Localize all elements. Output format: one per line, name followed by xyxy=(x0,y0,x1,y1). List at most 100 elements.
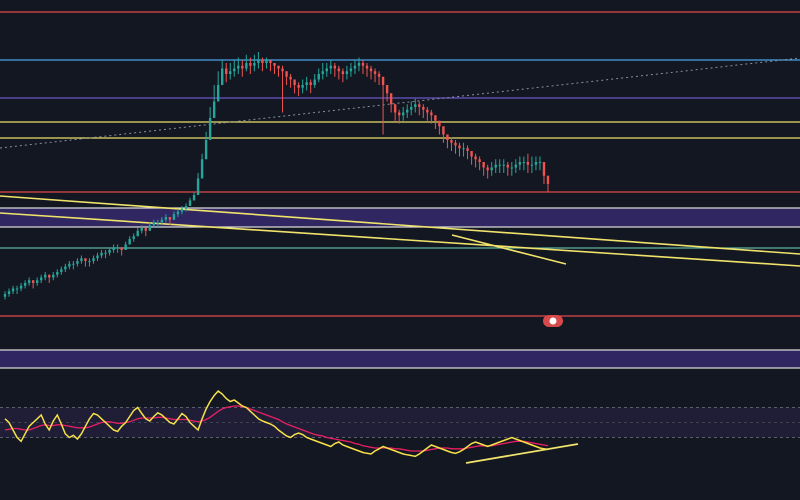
candle-body xyxy=(309,82,312,85)
candle-body xyxy=(385,85,389,94)
candle-body xyxy=(15,288,19,290)
candle-body xyxy=(393,104,397,113)
candle-body xyxy=(418,104,421,107)
candle-body xyxy=(446,134,449,140)
candle-body xyxy=(92,258,95,261)
candle-body xyxy=(285,71,288,77)
candle-body xyxy=(273,63,276,66)
candle-body xyxy=(357,63,361,66)
candle-body xyxy=(442,126,445,135)
candle-body xyxy=(112,247,115,250)
candle-body xyxy=(450,140,453,143)
candle-body xyxy=(546,175,550,184)
candle-body xyxy=(397,112,401,116)
candle-body xyxy=(204,140,208,160)
candle-body xyxy=(128,239,131,245)
candle-body xyxy=(293,79,296,85)
candle-body xyxy=(402,112,405,116)
candle-body xyxy=(237,65,240,69)
candle-body xyxy=(100,252,103,256)
candle-body xyxy=(534,162,538,165)
candle-body xyxy=(188,200,192,206)
candle-body xyxy=(31,280,35,283)
candle-body xyxy=(434,115,437,121)
candle-body xyxy=(542,162,546,176)
candle-body xyxy=(377,74,381,77)
candle-body xyxy=(245,63,248,69)
candle-body xyxy=(192,195,196,201)
candle-body xyxy=(422,107,425,110)
candle-body xyxy=(341,71,345,74)
candle-body xyxy=(144,228,147,231)
candle-body xyxy=(406,109,409,113)
markers-layer xyxy=(543,315,563,327)
candle-body xyxy=(277,65,280,69)
candle-body xyxy=(438,120,441,127)
candle-body xyxy=(27,280,31,283)
candle-body xyxy=(257,60,260,63)
candle-body xyxy=(7,291,11,294)
candle-body xyxy=(454,142,457,146)
candle-body xyxy=(184,206,188,209)
candle-body xyxy=(337,68,341,72)
candle-body xyxy=(301,85,304,88)
trendlines-layer xyxy=(0,57,800,267)
candle-body xyxy=(156,222,160,224)
candle-body xyxy=(60,269,63,272)
candle-body xyxy=(430,112,433,116)
candle-body xyxy=(333,65,337,69)
candle-body xyxy=(233,68,236,72)
candle-body xyxy=(426,109,429,113)
candle-body xyxy=(152,222,156,226)
candle-body xyxy=(269,60,272,63)
rsi-pane xyxy=(0,389,800,464)
candle-body xyxy=(140,228,143,231)
candle-body xyxy=(530,164,534,166)
candle-body xyxy=(212,101,216,118)
supply-zone xyxy=(0,208,800,227)
candle-body xyxy=(265,60,268,63)
candle-body xyxy=(514,164,518,168)
zones-layer xyxy=(0,208,800,368)
candle-body xyxy=(325,68,328,72)
candle-body xyxy=(297,85,300,88)
candle-body xyxy=(208,118,212,140)
candle-body xyxy=(229,71,232,74)
candle-body xyxy=(329,65,332,69)
dotted-trendline xyxy=(0,57,800,149)
candle-body xyxy=(410,107,413,110)
candle-body xyxy=(474,156,477,160)
candle-body xyxy=(124,244,127,250)
rsi-ma-line xyxy=(4,405,549,452)
candle-body xyxy=(498,164,501,166)
candle-body xyxy=(160,219,164,223)
candle-body xyxy=(458,145,461,149)
candle-body xyxy=(19,285,23,289)
candle-body xyxy=(373,71,377,74)
candle-body xyxy=(345,71,349,74)
candle-body xyxy=(261,60,264,63)
candle-body xyxy=(72,263,75,265)
candle-body xyxy=(241,65,244,69)
candle-body xyxy=(365,65,369,69)
candle-body xyxy=(136,230,139,237)
candle-body xyxy=(414,104,417,107)
candle-body xyxy=(200,159,204,179)
candle-body xyxy=(221,68,224,85)
candle-body xyxy=(80,258,83,261)
candle-body xyxy=(249,63,252,66)
candle-body xyxy=(84,258,87,261)
candle-body xyxy=(180,208,184,212)
candle-body xyxy=(52,274,55,278)
candle-body xyxy=(522,162,526,163)
candle-body xyxy=(281,68,284,72)
candle-body xyxy=(56,272,59,275)
candle-body xyxy=(11,288,15,292)
candle-body xyxy=(88,261,91,262)
candle-body xyxy=(361,63,365,66)
candle-body xyxy=(538,162,542,163)
candle-body xyxy=(305,82,308,85)
alert-marker-dot xyxy=(549,317,557,325)
